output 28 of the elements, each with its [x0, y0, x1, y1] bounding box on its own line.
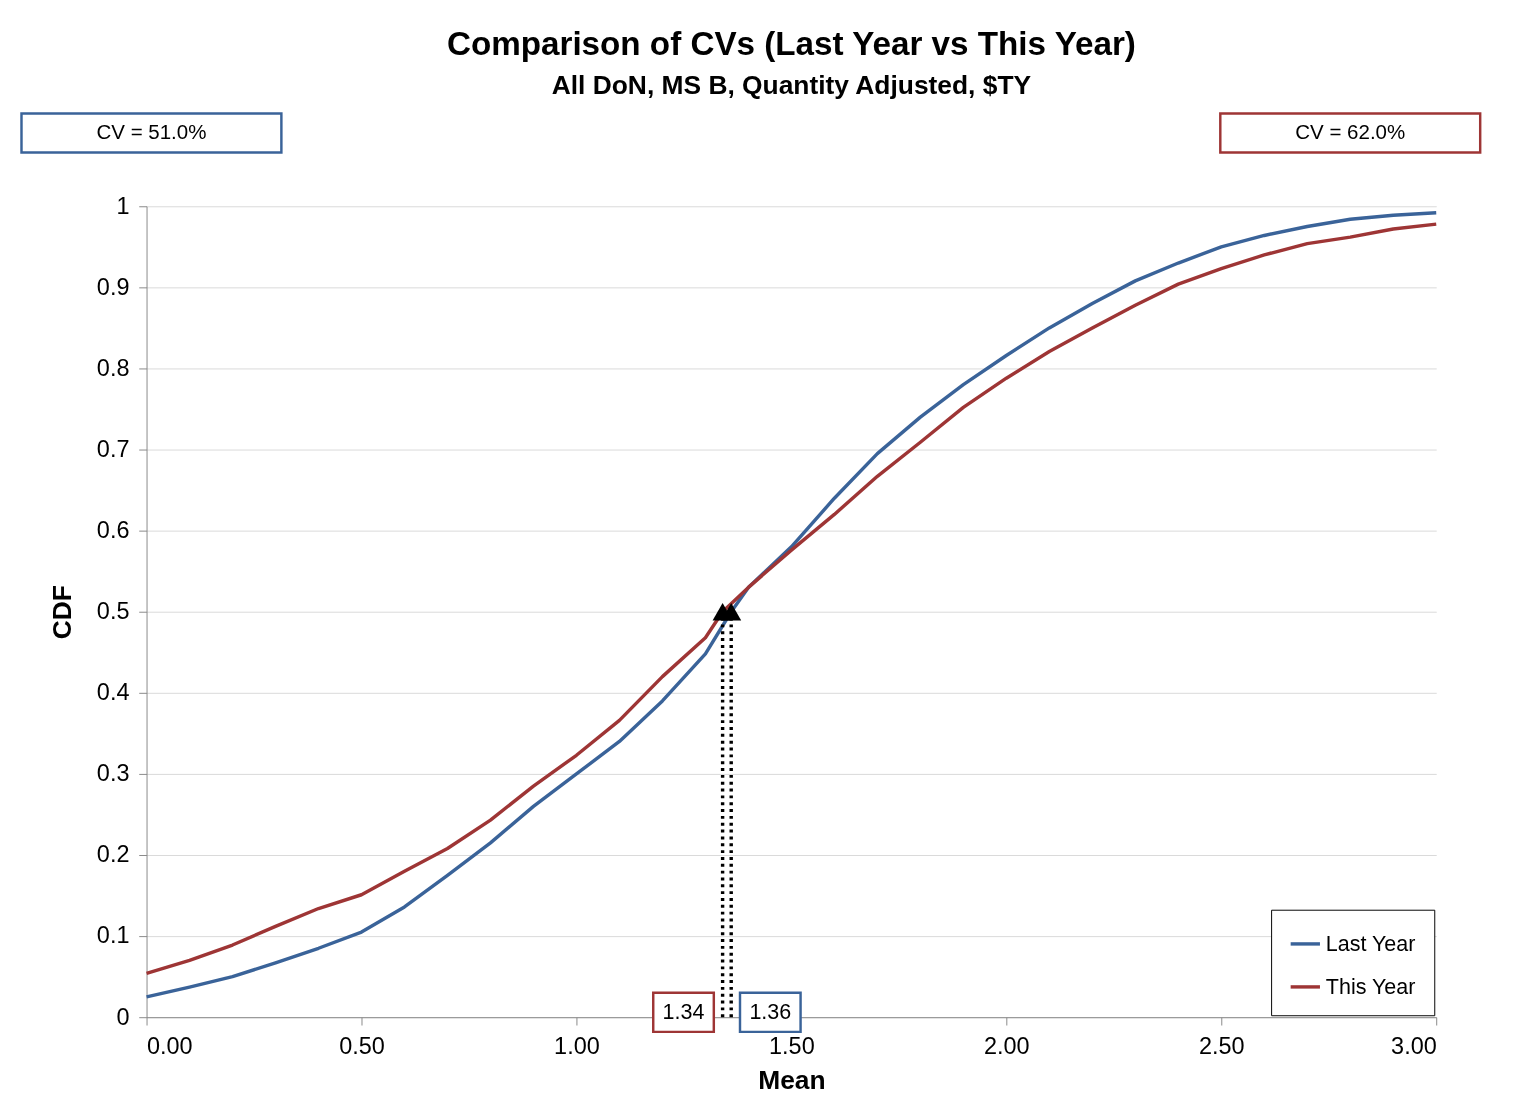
y-tick-label: 0.1	[96, 922, 130, 949]
x-tick-label: 2.00	[984, 1032, 1030, 1059]
x-tick-label: 0.00	[147, 1032, 193, 1059]
y-tick-label: 0.7	[96, 435, 130, 462]
y-tick-label: 0.9	[96, 273, 130, 300]
x-tick-label: 1.00	[554, 1032, 600, 1059]
legend-label: This Year	[1325, 974, 1416, 999]
chart-title: Comparison of CVs (Last Year vs This Year)	[446, 24, 1136, 62]
legend-label: Last Year	[1325, 931, 1416, 956]
annotation: 1.36	[749, 1000, 792, 1025]
x-tick-label: 3.00	[1391, 1032, 1437, 1059]
text: CV = 62.0%	[1295, 119, 1406, 143]
y-tick-label: 1	[116, 192, 130, 219]
text: CV = 51.0%	[96, 119, 207, 143]
annotation: 1.34	[662, 1000, 705, 1025]
x-tick-label: 0.50	[339, 1032, 385, 1059]
x-tick-label: 2.50	[1198, 1032, 1245, 1059]
y-tick-label: 0.5	[96, 598, 130, 625]
y-tick-label: 0.3	[96, 760, 130, 787]
y-tick-label: 0.4	[96, 679, 130, 706]
chart-subtitle: All DoN, MS B, Quantity Adjusted, $TY	[551, 69, 1032, 100]
y-tick-label: 0.6	[96, 516, 130, 543]
x-tick-label: 1.50	[769, 1032, 815, 1059]
y-tick-label: 0	[116, 1003, 130, 1030]
x-axis-title: Mean	[758, 1065, 826, 1096]
y-axis-title: CDF	[47, 585, 78, 640]
y-tick-label: 0.2	[96, 841, 130, 868]
y-tick-label: 0.8	[96, 354, 130, 381]
